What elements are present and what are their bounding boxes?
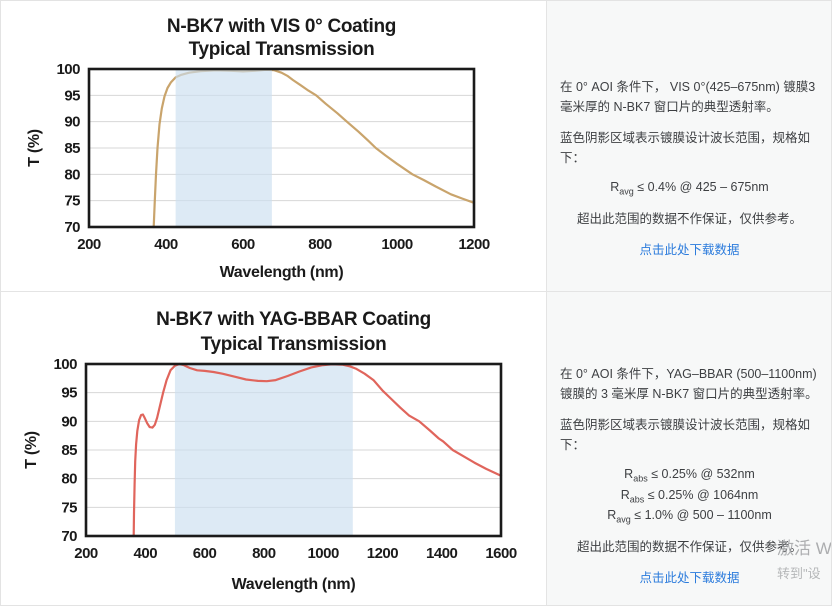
transmission-chart-vis-coating: 200 400 600 800 1000 1200 70 75 80 85 90 95 100 Wavel… (26, 16, 490, 281)
svg-text:1000: 1000 (307, 545, 339, 562)
info-panel-yag: 在 0° AOI 条件下，YAG–BBAR (500–1100nm) 镀膜的 3… (546, 291, 831, 605)
svg-text:100: 100 (53, 356, 77, 373)
svg-text:N-BK7 with VIS 0° Coating: N-BK7 with VIS 0° Coating (167, 16, 396, 37)
svg-text:1600: 1600 (485, 545, 517, 562)
yag-download-data-link[interactable]: 点击此处下载数据 (639, 570, 740, 585)
transmission-chart-yag-bbar-coating: 200 400 600 800 1000 1200 1400 1600 70 75 80 85 90 95… (23, 309, 517, 593)
svg-text:85: 85 (64, 140, 80, 157)
chart-cell-vis: 200 400 600 800 1000 1200 70 75 80 85 90 95 100 Wavel… (1, 1, 546, 291)
svg-text:Wavelength (nm): Wavelength (nm) (220, 264, 344, 281)
svg-text:600: 600 (193, 545, 217, 562)
svg-text:90: 90 (61, 413, 77, 430)
svg-text:N-BK7 with YAG-BBAR Coating: N-BK7 with YAG-BBAR Coating (156, 309, 431, 330)
svg-text:Wavelength (nm): Wavelength (nm) (232, 576, 356, 593)
svg-text:85: 85 (61, 442, 77, 459)
svg-text:1000: 1000 (381, 236, 413, 253)
yag-spec-line-532: Rabs ≤ 0.25% @ 532nm (624, 467, 755, 484)
chart-cell-yag: 200 400 600 800 1000 1200 1400 1600 70 75 80 85 90 95… (1, 291, 546, 605)
vis-download-data-link[interactable]: 点击此处下载数据 (639, 242, 740, 257)
yag-spec-block: Rabs ≤ 0.25% @ 532nm Rabs ≤ 0.25% @ 1064… (560, 465, 819, 527)
svg-text:400: 400 (134, 545, 158, 562)
svg-text:1400: 1400 (426, 545, 458, 562)
yag-description-text: 在 0° AOI 条件下，YAG–BBAR (500–1100nm) 镀膜的 3… (560, 367, 818, 402)
svg-text:200: 200 (77, 236, 101, 253)
svg-text:100: 100 (56, 61, 80, 78)
svg-text:800: 800 (252, 545, 276, 562)
svg-text:75: 75 (64, 193, 80, 210)
svg-text:70: 70 (61, 528, 77, 545)
svg-text:200: 200 (74, 545, 98, 562)
svg-text:Typical Transmission: Typical Transmission (189, 39, 375, 60)
svg-text:800: 800 (308, 236, 332, 253)
svg-text:1200: 1200 (367, 545, 399, 562)
svg-text:70: 70 (64, 219, 80, 236)
svg-text:Typical Transmission: Typical Transmission (201, 334, 387, 355)
vis-spec-line: Ravg ≤ 0.4% @ 425 – 675nm (610, 180, 769, 197)
vis-description-text: 在 0° AOI 条件下， VIS 0°(425–675nm) 镀膜3 毫米厚的… (560, 80, 816, 115)
yag-disclaimer-text: 超出此范围的数据不作保证，仅供参考。 (576, 539, 802, 554)
svg-text:T (%): T (%) (23, 431, 40, 469)
svg-text:T (%): T (%) (26, 129, 43, 167)
svg-text:80: 80 (61, 471, 77, 488)
yag-spec-line-avg: Ravg ≤ 1.0% @ 500 – 1100nm (607, 508, 772, 525)
svg-text:600: 600 (231, 236, 255, 253)
info-panel-vis: 在 0° AOI 条件下， VIS 0°(425–675nm) 镀膜3 毫米厚的… (546, 1, 831, 291)
vis-disclaimer-text: 超出此范围的数据不作保证，仅供参考。 (576, 211, 802, 226)
svg-text:80: 80 (64, 166, 80, 183)
svg-text:75: 75 (61, 499, 77, 516)
vis-spec-block: Ravg ≤ 0.4% @ 425 – 675nm (560, 178, 819, 199)
svg-text:95: 95 (61, 385, 77, 402)
svg-text:90: 90 (64, 114, 80, 131)
yag-shading-note-text: 蓝色阴影区域表示镀膜设计波长范围，规格如下： (560, 417, 811, 452)
svg-text:1200: 1200 (458, 236, 490, 253)
svg-text:400: 400 (154, 236, 178, 253)
svg-text:95: 95 (64, 87, 80, 104)
vis-shading-note-text: 蓝色阴影区域表示镀膜设计波长范围，规格如下： (560, 130, 811, 165)
yag-spec-line-1064: Rabs ≤ 0.25% @ 1064nm (620, 487, 759, 505)
